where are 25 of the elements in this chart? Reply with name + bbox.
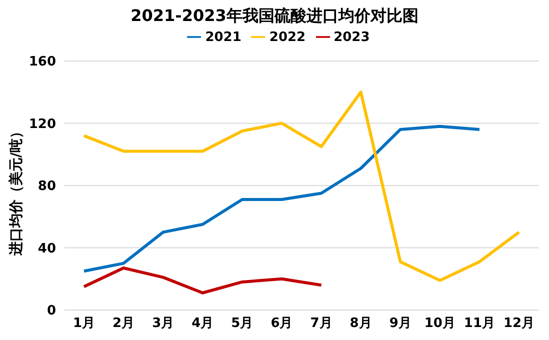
line-series [82, 90, 520, 282]
x-tick-label: 5月 [231, 316, 254, 332]
legend-label: 2022 [269, 30, 306, 45]
y-axis-title: 进口均价（美元/吨） [8, 124, 26, 256]
y-tick-label: 160 [28, 54, 56, 70]
legend-label: 2023 [334, 30, 370, 45]
x-tick-label: 8月 [350, 316, 372, 332]
x-tick-label: 9月 [389, 316, 412, 332]
y-tick-label: 0 [46, 304, 56, 319]
x-tick-label: 3月 [152, 316, 174, 332]
legend-label: 2021 [205, 30, 242, 45]
line-series [82, 124, 481, 273]
line-series [82, 266, 323, 294]
x-tick-label: 1月 [72, 316, 96, 332]
x-tick-label: 4月 [192, 316, 214, 332]
chart-title: 2021-2023年我国硫酸进口均价对比图 [130, 6, 420, 27]
x-tick-label: 12月 [503, 316, 535, 332]
x-tick-label: 6月 [270, 316, 293, 332]
x-tick-label: 7月 [310, 316, 332, 332]
x-tick-label: 11月 [464, 316, 495, 332]
y-tick-label: 120 [28, 116, 56, 132]
x-tick-label: 10月 [424, 316, 456, 332]
x-tick-label: 2月 [112, 316, 135, 332]
y-tick-label: 40 [38, 241, 56, 256]
y-tick-label: 80 [38, 179, 56, 194]
